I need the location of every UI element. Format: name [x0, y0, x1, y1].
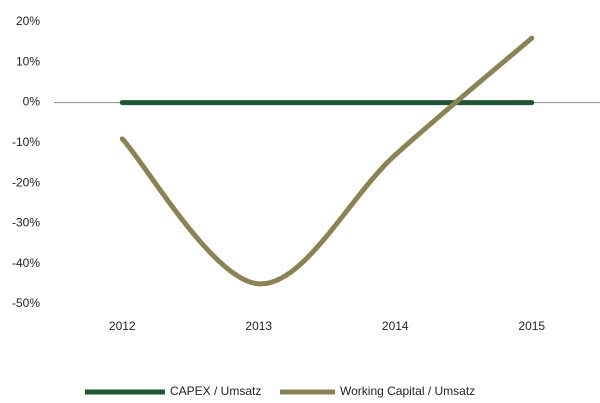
y-tick-label: -40% [12, 256, 40, 270]
y-tick-label: -30% [12, 216, 40, 230]
x-tick-label: 2013 [245, 319, 272, 333]
y-tick-label: -10% [12, 135, 40, 149]
y-tick-label: -20% [12, 175, 40, 189]
x-tick-label: 2015 [518, 319, 545, 333]
x-tick-label: 2012 [109, 319, 136, 333]
x-tick-label: 2014 [382, 319, 409, 333]
y-tick-label: 0% [23, 95, 41, 109]
y-tick-label: 20% [16, 14, 40, 28]
line [119, 35, 535, 287]
legend-label: CAPEX / Umsatz [170, 384, 261, 398]
y-tick-label: -50% [12, 296, 40, 310]
y-tick-label: 10% [16, 54, 40, 68]
legend-label: Working Capital / Umsatz [340, 384, 475, 398]
